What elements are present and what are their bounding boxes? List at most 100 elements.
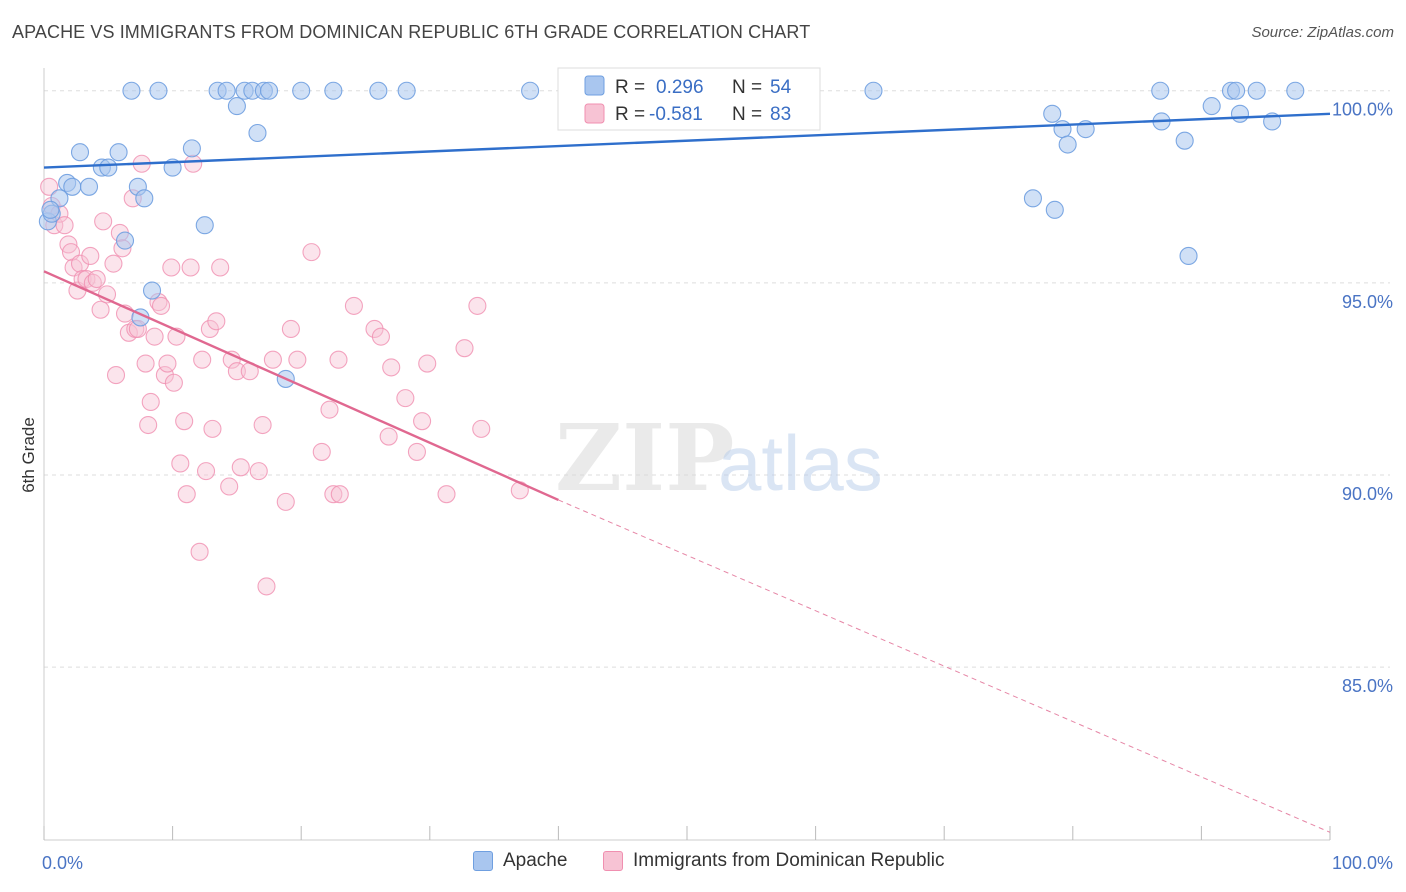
dominican-point-12 [81,246,100,266]
legend-apache-r-label: R = [615,77,645,98]
series-dominican-points [40,154,529,596]
dominican-point-14 [87,269,106,289]
legend-dominican-n-value: 83 [770,104,791,125]
dominican-point-68 [330,485,349,504]
dominican-point-65 [320,400,339,419]
dominican-point-67 [324,485,343,504]
dominican-point-16 [94,212,113,231]
dominican-point-69 [344,296,363,315]
apache-point-4 [63,177,82,196]
apache-point-8 [99,158,118,177]
apache-point-45 [1179,246,1198,266]
apache-point-37 [1045,200,1064,219]
apache-point-5 [70,143,90,162]
y-tick-label-1: 95.0% [1342,292,1393,312]
dominican-point-4 [55,216,74,235]
dominican-point-80 [468,296,487,315]
dominican-point-56 [249,462,268,481]
dominican-point-59 [263,350,282,369]
bottom-legend-dominican-swatch [603,851,623,871]
legend-dominican-swatch [584,103,605,124]
legend-apache-n-label: N = [732,77,762,98]
dominican-point-9 [70,254,90,273]
dominican-point-35 [158,354,177,373]
apache-point-30 [324,81,343,100]
apache-point-21 [217,81,236,100]
y-tick-label-3: 85.0% [1342,676,1393,696]
x-tick-label-1: 100.0% [1332,853,1393,873]
apache-point-19 [195,216,214,235]
dominican-point-28 [136,354,155,373]
apache-point-10 [115,231,135,250]
dominican-point-45 [193,350,212,369]
dominican-point-19 [106,366,126,385]
apache-point-52 [1286,81,1305,100]
apache-point-18 [182,139,201,158]
dominican-point-48 [203,419,222,438]
dominican-point-78 [437,485,456,504]
dominican-point-79 [455,339,474,358]
apache-point-40 [1058,135,1077,154]
dominican-point-42 [181,258,200,277]
dominican-point-29 [139,415,158,435]
legend-dominican-n-label: N = [732,104,762,125]
dominican-point-36 [162,258,181,277]
apache-point-9 [109,143,128,162]
apache-point-12 [135,189,154,208]
apache-point-29 [292,81,311,100]
dominican-trend-line-extrapolated [558,499,1331,833]
bottom-legend-dominican: Immigrants from Dominican Republic [603,850,945,872]
dominican-point-43 [184,154,203,173]
apache-point-25 [248,123,267,143]
apache-point-50 [1247,81,1266,100]
dominican-trend-line [43,270,559,502]
apache-point-44 [1175,131,1194,150]
watermark: ZIP atlas [555,404,883,512]
dominican-point-74 [396,389,415,408]
dominican-point-39 [171,454,190,473]
apache-point-48 [1227,81,1246,100]
apache-point-49 [1230,104,1250,123]
dominican-point-51 [220,477,239,496]
dominican-point-64 [312,442,331,461]
dominican-point-41 [177,485,196,504]
bottom-legend-dominican-label: Immigrants from Dominican Republic [633,850,945,871]
apache-point-16 [149,81,168,100]
apache-trend-line [43,112,1331,169]
trend-lines [43,112,1331,833]
apache-point-32 [397,81,416,100]
apache-point-42 [1151,81,1170,100]
watermark-atlas: atlas [718,419,883,507]
apache-point-46 [1202,97,1221,116]
dominican-point-62 [288,350,307,369]
dominican-point-37 [164,373,183,392]
dominican-point-76 [413,412,432,431]
dominican-point-15 [91,300,110,319]
watermark-zip: ZIP [555,404,734,512]
dominican-point-30 [141,392,160,412]
dominican-point-50 [211,258,230,277]
apache-point-15 [122,81,141,100]
dominican-point-40 [175,412,194,431]
y-axis-title: 6th Grade [19,417,38,493]
dominican-point-63 [302,243,321,262]
dominican-point-33 [151,296,171,315]
dominican-point-71 [371,327,390,346]
dominican-point-49 [207,312,226,331]
dominican-point-31 [145,327,164,346]
apache-point-6 [79,177,99,196]
apache-point-39 [1053,120,1072,139]
apache-point-35 [864,81,883,100]
dominican-point-44 [190,542,209,561]
legend-apache-n-value: 54 [770,77,792,98]
bottom-legend-apache: Apache [473,850,567,872]
dominican-point-70 [365,319,384,339]
bottom-legend: Apache Immigrants from Dominican Republi… [0,850,1406,878]
legend-apache-r-value: 0.296 [656,77,704,98]
dominican-point-72 [379,427,398,446]
apache-point-13 [142,281,162,300]
apache-point-33 [521,81,540,100]
legend-dominican-r-label: R = [615,104,645,125]
dominican-point-57 [253,415,272,435]
